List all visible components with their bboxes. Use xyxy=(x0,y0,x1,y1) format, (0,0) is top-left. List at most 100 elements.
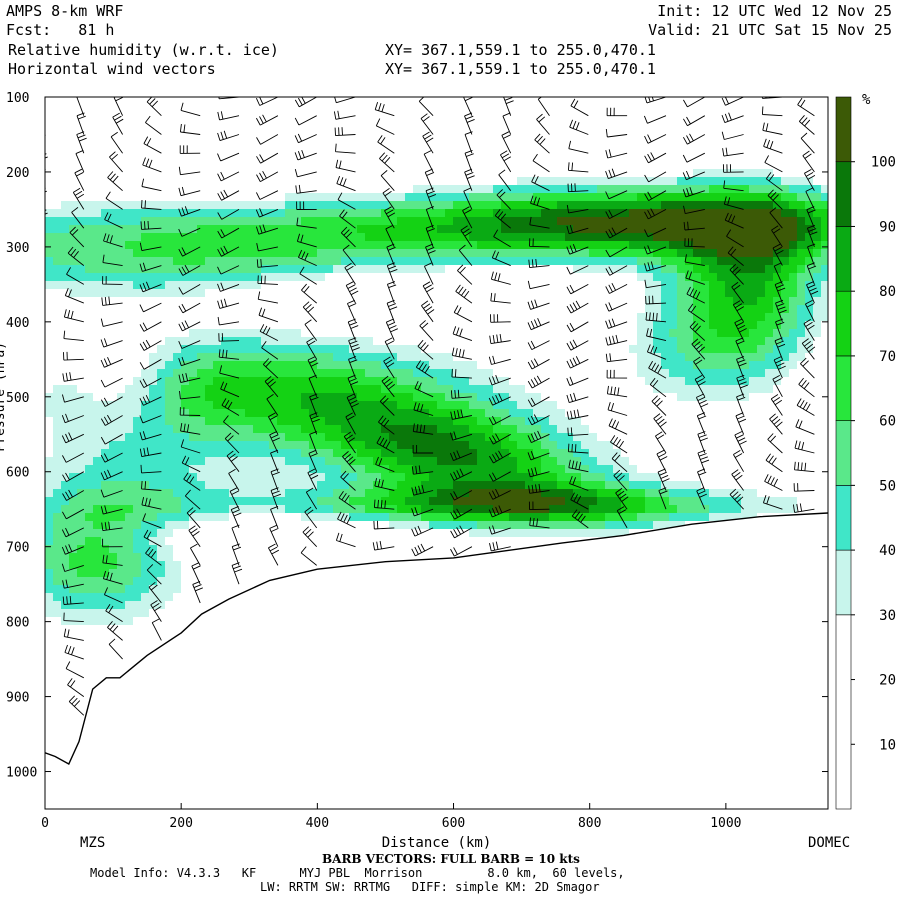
wind-barb xyxy=(224,432,240,454)
rh-cell xyxy=(645,225,653,233)
wind-barb xyxy=(100,469,123,481)
rh-cell xyxy=(541,473,549,481)
wind-barb xyxy=(775,318,785,341)
rh-cell xyxy=(485,193,493,201)
rh-cell xyxy=(93,489,101,497)
rh-cell xyxy=(597,185,605,193)
rh-cell xyxy=(637,249,645,257)
rh-cell xyxy=(277,433,285,441)
rh-cell xyxy=(125,497,133,505)
rh-cell xyxy=(189,377,197,385)
wind-barb xyxy=(798,115,815,135)
rh-cell xyxy=(461,377,469,385)
rh-cell xyxy=(485,225,493,233)
rh-cell xyxy=(781,345,789,353)
rh-cell xyxy=(173,513,181,521)
rh-cell xyxy=(357,257,365,265)
rh-cell xyxy=(565,513,573,521)
rh-cell xyxy=(221,489,229,497)
rh-cell xyxy=(757,225,765,233)
rh-cell xyxy=(733,169,741,177)
rh-cell xyxy=(213,465,221,473)
wind-barb xyxy=(45,527,46,529)
rh-cell xyxy=(133,449,141,457)
rh-cell xyxy=(413,369,421,377)
rh-cell xyxy=(413,217,421,225)
wind-barb xyxy=(45,415,46,416)
wind-barb xyxy=(463,97,473,116)
wind-barb xyxy=(458,244,473,266)
rh-cell xyxy=(205,385,213,393)
wind-barb xyxy=(455,284,473,304)
rh-cell xyxy=(157,465,165,473)
rh-cell xyxy=(693,201,701,209)
rh-cell xyxy=(181,345,189,353)
rh-cell xyxy=(805,313,813,321)
rh-cell xyxy=(165,585,173,593)
rh-cell xyxy=(653,201,661,209)
rh-cell xyxy=(109,569,117,577)
rh-cell xyxy=(813,185,821,193)
rh-cell xyxy=(317,217,325,225)
rh-cell xyxy=(429,193,437,201)
rh-cell xyxy=(645,321,653,329)
rh-cell xyxy=(117,425,125,433)
rh-cell xyxy=(413,473,421,481)
rh-cell xyxy=(701,337,709,345)
rh-cell xyxy=(253,489,261,497)
rh-cell xyxy=(85,529,93,537)
rh-cell xyxy=(357,417,365,425)
wind-barb xyxy=(385,318,398,341)
rh-cell xyxy=(85,569,93,577)
rh-cell xyxy=(789,345,797,353)
rh-cell xyxy=(93,617,101,625)
rh-cell xyxy=(309,257,317,265)
rh-cell xyxy=(61,441,69,449)
rh-cell xyxy=(205,241,213,249)
rh-cell xyxy=(221,393,229,401)
rh-cell xyxy=(693,241,701,249)
wind-barb xyxy=(61,544,84,555)
rh-cell xyxy=(389,369,397,377)
rh-cell xyxy=(77,217,85,225)
rh-cell xyxy=(757,193,765,201)
rh-cell xyxy=(485,465,493,473)
rh-cell xyxy=(709,281,717,289)
rh-cell xyxy=(453,449,461,457)
rh-cell xyxy=(149,505,157,513)
wind-barb xyxy=(100,433,123,445)
rh-cell xyxy=(365,393,373,401)
rh-cell xyxy=(85,593,93,601)
rh-cell xyxy=(717,201,725,209)
rh-cell xyxy=(613,505,621,513)
rh-cell xyxy=(397,233,405,241)
rh-cell xyxy=(277,441,285,449)
rh-cell xyxy=(733,225,741,233)
rh-cell xyxy=(541,529,549,537)
rh-cell xyxy=(445,241,453,249)
rh-cell xyxy=(629,217,637,225)
rh-cell xyxy=(597,441,605,449)
rh-cell xyxy=(669,353,677,361)
rh-cell xyxy=(77,249,85,257)
rh-cell xyxy=(613,185,621,193)
rh-cell xyxy=(109,441,117,449)
rh-cell xyxy=(285,473,293,481)
rh-cell xyxy=(749,361,757,369)
rh-cell xyxy=(61,505,69,513)
rh-cell xyxy=(653,257,661,265)
rh-cell xyxy=(525,505,533,513)
rh-cell xyxy=(85,281,93,289)
wind-barb xyxy=(527,280,550,290)
rh-cell xyxy=(677,361,685,369)
rh-cell xyxy=(661,217,669,225)
wind-barb xyxy=(199,97,201,98)
rh-cell xyxy=(357,217,365,225)
rh-cell xyxy=(717,361,725,369)
rh-cell xyxy=(125,529,133,537)
rh-cell xyxy=(365,481,373,489)
rh-cell xyxy=(509,257,517,265)
x-tick-label: 400 xyxy=(306,816,329,831)
rh-cell xyxy=(181,377,189,385)
rh-cell xyxy=(253,369,261,377)
